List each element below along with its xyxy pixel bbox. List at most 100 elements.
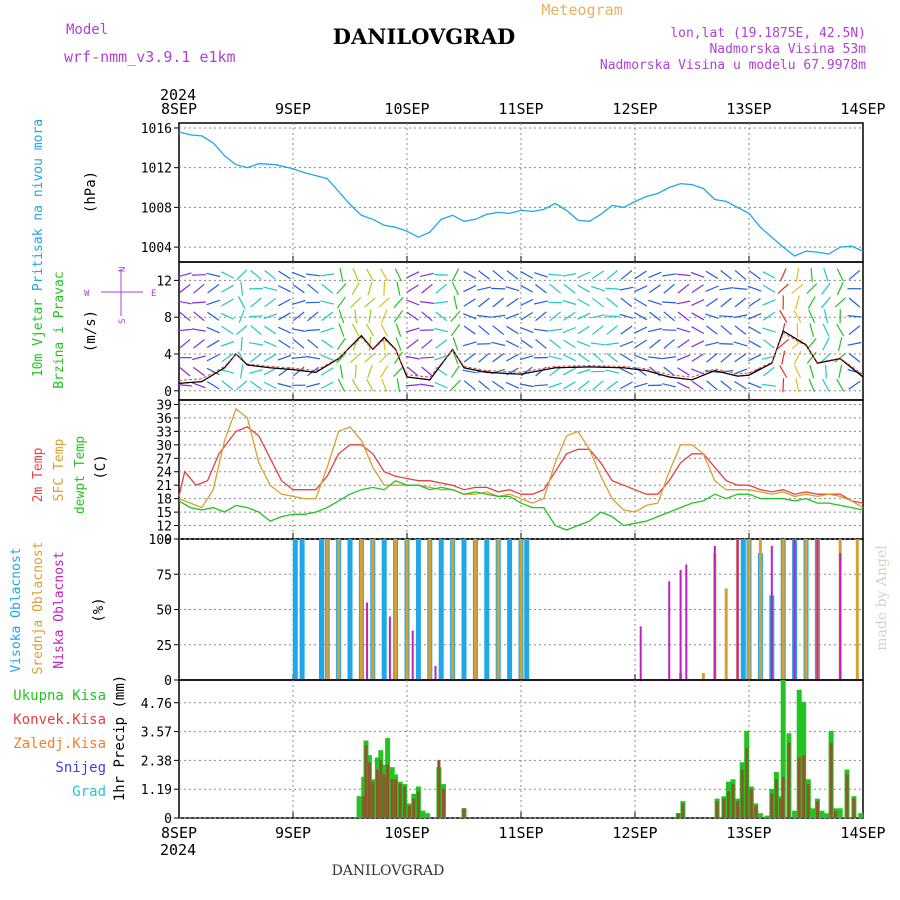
wind-arrow: [847, 368, 862, 375]
wind-arrow: [193, 339, 205, 349]
wind-arrow: [820, 296, 831, 309]
wind-arrow: [777, 283, 789, 294]
wind-arrow: [606, 325, 618, 336]
y-tick-label: 0: [164, 385, 172, 400]
wind-arrow: [720, 352, 732, 363]
wind-arrow: [648, 284, 662, 294]
wind-arrow: [734, 297, 747, 308]
wind-arrow: [505, 381, 520, 389]
wind-arrow: [836, 323, 845, 337]
wind-arrow: [478, 325, 490, 336]
wind-arrow: [648, 299, 662, 306]
precip-legend-item: Zaledj.Kisa: [13, 736, 106, 752]
wind-arrow: [748, 326, 762, 335]
wind-arrow: [221, 380, 234, 391]
compass-e: E: [151, 289, 156, 299]
wind-arrow: [278, 339, 291, 349]
wind-arrow: [307, 338, 319, 349]
wind-arrow: [463, 352, 476, 363]
cloud-bar: [747, 539, 751, 680]
wind-arrow: [809, 323, 815, 337]
y-tick-label: 9: [164, 533, 172, 548]
cloud-bar: [679, 570, 682, 680]
wind-arrow: [577, 298, 591, 307]
wind-arrow: [719, 315, 734, 318]
y-tick-label: 25: [156, 639, 172, 654]
cloud-bar: [736, 539, 739, 680]
wind-arrow: [393, 296, 404, 309]
wind-arrow: [291, 356, 306, 359]
cloud-bar: [388, 616, 391, 680]
precip-bar: [802, 755, 806, 818]
wind-arrow: [249, 380, 262, 390]
wind-arrow: [351, 323, 360, 337]
wind-arrow: [365, 323, 375, 337]
precip-bar: [757, 813, 763, 818]
y-tick-label: 4: [164, 348, 172, 363]
model-value: wrf-nmm_v3.9.1 e1km: [64, 48, 236, 66]
cloud-bar: [758, 539, 762, 680]
wind-arrow: [419, 272, 434, 277]
wind-arrow: [520, 339, 533, 349]
wind-arrow: [779, 365, 788, 378]
precip-unit: 1hr Precip (mm): [112, 675, 128, 801]
cloud-bar: [405, 539, 409, 680]
wind-arrow: [305, 273, 320, 277]
wind-arrow: [782, 378, 785, 393]
precip-bar: [731, 784, 735, 818]
wind-arrow: [535, 311, 547, 322]
wind-arrow: [236, 325, 248, 336]
precip-bar: [462, 808, 466, 818]
wind-arrow: [809, 364, 815, 379]
wind-arrow: [663, 338, 675, 349]
bottom-time-label: 12SEP: [612, 824, 657, 842]
cloud-unit: (%): [91, 597, 107, 622]
y-tick-label: 4.76: [141, 697, 172, 712]
wind-arrow: [250, 269, 262, 280]
wind-arrow: [191, 301, 206, 304]
cloud-bar: [839, 553, 842, 680]
wind-arrow: [605, 315, 620, 318]
wind-arrow: [221, 284, 234, 293]
wind-arrow: [663, 311, 675, 322]
y-tick-label: 1012: [141, 162, 172, 177]
wind-arrow: [634, 285, 648, 293]
wind-arrow: [577, 380, 590, 391]
wind-arrow: [763, 366, 775, 377]
wind-arrow: [240, 336, 243, 351]
cloud-bar: [793, 539, 796, 680]
wind-arrow: [838, 364, 843, 379]
wind-arrow: [321, 311, 334, 321]
subtitle: Meteogram: [541, 1, 622, 19]
wind-arrow: [492, 353, 505, 363]
wind-arrow: [368, 336, 372, 351]
precip-bar: [797, 757, 801, 818]
wind-arrow: [435, 311, 448, 322]
wind-arrow: [663, 283, 675, 294]
cloud-bar: [740, 539, 746, 680]
y-tick-label: 3.57: [141, 726, 172, 741]
wind-arrow: [762, 327, 776, 333]
cloud-bar: [770, 546, 773, 680]
wind-arrow: [762, 271, 776, 279]
wind-arrow: [505, 286, 520, 292]
precip-bar: [379, 759, 383, 818]
wind-arrow: [451, 268, 460, 282]
wind-arrow: [590, 314, 605, 319]
wind-arrow: [748, 312, 762, 320]
wind-arrow: [734, 380, 747, 390]
y-tick-label: 1004: [141, 241, 172, 256]
wind-arrow: [278, 298, 291, 307]
wind-arrow: [836, 268, 844, 282]
precip-bar: [382, 774, 386, 818]
wind-arrow: [220, 312, 235, 320]
cloud-bar: [381, 539, 387, 680]
wind-arrow: [762, 284, 776, 293]
wind-arrow: [506, 297, 519, 307]
wind-arrow: [620, 297, 633, 308]
cloud-bar: [519, 539, 523, 680]
wind-arrow: [463, 325, 476, 335]
wind-arrow: [691, 340, 705, 348]
wind-arrow: [434, 327, 449, 333]
cloud-bar: [415, 539, 421, 680]
